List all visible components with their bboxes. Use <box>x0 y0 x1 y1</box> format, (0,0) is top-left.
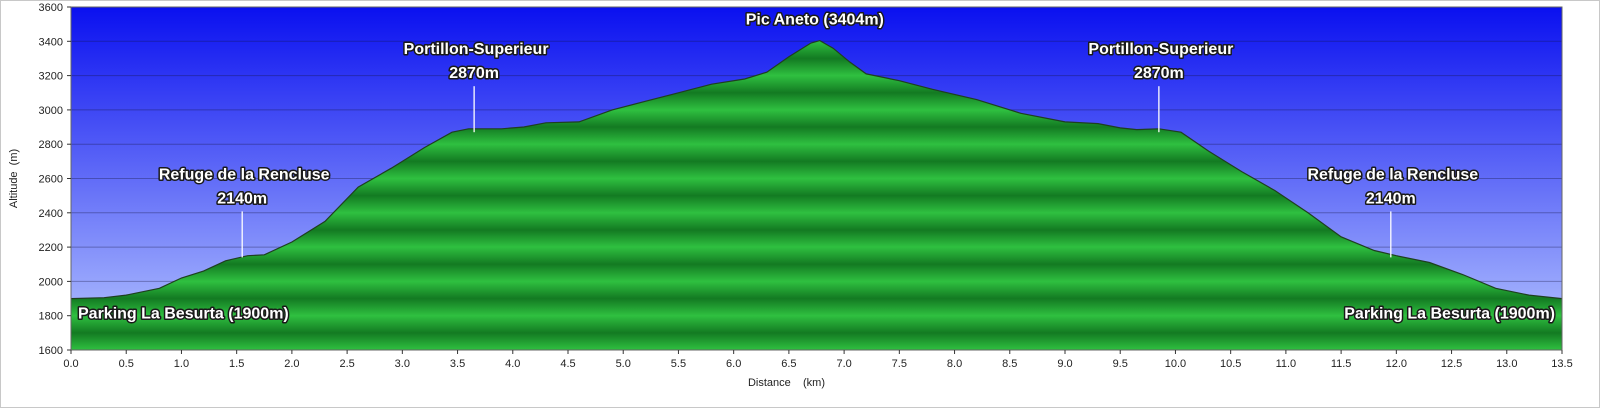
x-tick-label: 6.0 <box>726 358 741 370</box>
x-tick-label: 7.5 <box>892 358 907 370</box>
x-tick-label: 12.5 <box>1441 358 1462 370</box>
x-tick-label: 10.5 <box>1220 358 1241 370</box>
annotation-value: 2140m <box>217 190 267 207</box>
annotation: Pic Aneto (3404m) <box>744 10 885 30</box>
x-tick-label: 7.0 <box>836 358 851 370</box>
x-tick-label: 8.0 <box>947 358 962 370</box>
annotation: Parking La Besurta (1900m) <box>1343 304 1557 324</box>
elevation-area <box>70 39 1563 350</box>
x-tick-label: 11.0 <box>1276 358 1297 370</box>
y-tick-label: 2200 <box>39 242 63 254</box>
x-tick-label: 1.0 <box>174 358 189 370</box>
annotation-label: Portillon-Superieur <box>1088 41 1233 58</box>
x-tick-label: 11.5 <box>1331 358 1352 370</box>
y-tick-label: 2000 <box>39 276 63 288</box>
x-tick-label: 4.0 <box>505 358 520 370</box>
axes: 1600 1800 2000 2200 2400 2600 2800 3000 3200 3400… <box>39 2 1573 370</box>
x-tick-label: 10.0 <box>1165 358 1186 370</box>
x-tick-label: 0.5 <box>119 358 134 370</box>
x-tick-label: 1.5 <box>229 358 244 370</box>
x-tick-label: 13.0 <box>1496 358 1517 370</box>
x-tick-label: 13.5 <box>1551 358 1572 370</box>
annotation-label: Parking La Besurta (1900m) <box>78 306 289 323</box>
x-tick-label: 5.5 <box>671 358 686 370</box>
x-tick-label: 3.0 <box>395 358 410 370</box>
annotations: Pic Aneto (3404m) Portillon-Superieur 2870… <box>77 10 1557 324</box>
annotation-label: Refuge de la Rencluse <box>159 166 330 183</box>
y-tick-label: 3200 <box>39 71 63 83</box>
y-tick-label: 1800 <box>39 311 63 323</box>
elevation-line <box>70 39 1563 300</box>
y-tick-label: 3000 <box>39 105 63 117</box>
annotation: Parking La Besurta (1900m) <box>77 304 291 324</box>
y-tick-label: 3600 <box>39 2 63 14</box>
annotation-value: 2870m <box>449 65 499 82</box>
annotation: Portillon-Superieur 2870m <box>1087 40 1235 133</box>
y-tick-label: 1600 <box>39 345 63 357</box>
y-tick-label: 2400 <box>39 208 63 220</box>
x-axis-title: Distance (km) <box>748 377 825 389</box>
annotation: Refuge de la Rencluse 2140m <box>157 165 331 258</box>
x-tick-label: 2.5 <box>339 358 354 370</box>
elevation-area-fill <box>71 40 1562 350</box>
y-axis-title: Altitude (m) <box>8 149 20 208</box>
y-tick-label: 2800 <box>39 139 63 151</box>
annotation-label: Refuge de la Rencluse <box>1307 166 1478 183</box>
y-tick-label: 2600 <box>39 174 63 186</box>
x-tick-label: 4.5 <box>560 358 575 370</box>
x-tick-label: 12.0 <box>1386 358 1407 370</box>
annotation-label: Parking La Besurta (1900m) <box>1344 306 1555 323</box>
x-tick-label: 3.5 <box>450 358 465 370</box>
x-tick-label: 9.0 <box>1057 358 1072 370</box>
annotation-value: 2140m <box>1366 190 1416 207</box>
annotation-label: Portillon-Superieur <box>404 41 549 58</box>
x-tick-label: 5.0 <box>616 358 631 370</box>
x-tick-label: 8.5 <box>1002 358 1017 370</box>
annotation-value: 2870m <box>1134 65 1184 82</box>
x-tick-label: 6.5 <box>781 358 796 370</box>
y-tick-label: 3400 <box>39 36 63 48</box>
annotation: Portillon-Superieur 2870m <box>402 40 550 133</box>
x-tick-label: 9.5 <box>1113 358 1128 370</box>
annotation-label: Pic Aneto (3404m) <box>746 12 884 29</box>
annotation: Refuge de la Rencluse 2140m <box>1306 165 1480 258</box>
x-tick-label: 2.0 <box>284 358 299 370</box>
x-tick-label: 0.0 <box>63 358 78 370</box>
